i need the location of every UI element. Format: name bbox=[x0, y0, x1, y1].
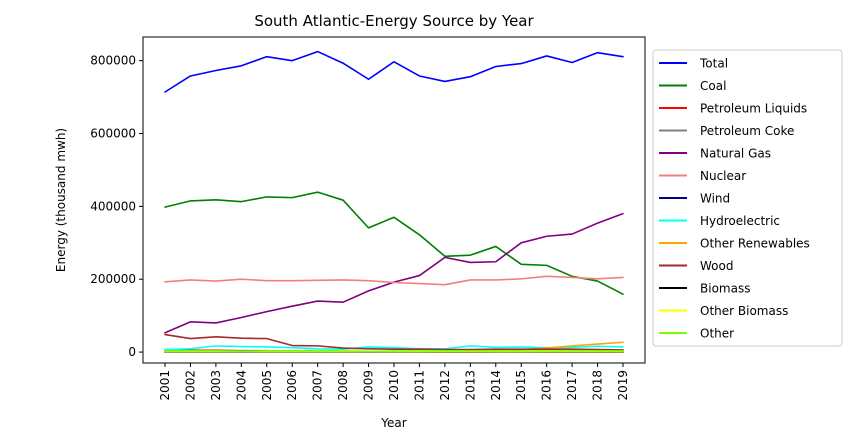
legend-box bbox=[652, 49, 843, 347]
legend-label-total: Total bbox=[699, 57, 728, 71]
x-tick-label: 2009 bbox=[362, 370, 376, 401]
series-line-coal bbox=[164, 191, 624, 295]
x-tick-label: 2016 bbox=[540, 370, 554, 401]
x-tick-label: 2001 bbox=[158, 370, 172, 401]
series-line-natural-gas bbox=[164, 212, 624, 334]
x-tick-label: 2015 bbox=[514, 370, 528, 401]
chart-title: South Atlantic-Energy Source by Year bbox=[254, 12, 534, 30]
y-tick-label: 200000 bbox=[90, 272, 136, 286]
y-tick-label: 400000 bbox=[90, 199, 136, 213]
series-line-nuclear bbox=[164, 275, 624, 286]
x-tick-label: 2008 bbox=[336, 370, 350, 401]
plot-area: 0 200000 400000 600000 800000 2001 2002 2003 200… bbox=[90, 36, 646, 401]
x-tick-label: 2013 bbox=[463, 370, 477, 401]
x-tick-label: 2003 bbox=[209, 370, 223, 401]
y-axis-label: Energy (thousand mwh) bbox=[54, 128, 68, 272]
series-line-wood bbox=[164, 333, 624, 351]
legend-label-nuclear: Nuclear bbox=[700, 169, 746, 183]
x-tick-label: 2005 bbox=[260, 370, 274, 401]
x-tick-label: 2002 bbox=[183, 370, 197, 401]
legend-label-wind: Wind bbox=[700, 192, 730, 206]
legend-label-petroleum-liquids: Petroleum Liquids bbox=[700, 102, 807, 116]
x-tick-label: 2018 bbox=[591, 370, 605, 401]
legend-label-petroleum-coke: Petroleum Coke bbox=[700, 124, 794, 138]
x-tick-label: 2007 bbox=[311, 370, 325, 401]
x-tick-label: 2012 bbox=[438, 370, 452, 401]
legend-label-other: Other bbox=[700, 327, 734, 341]
x-tick-label: 2006 bbox=[285, 370, 299, 401]
legend-label-natural-gas: Natural Gas bbox=[700, 147, 771, 161]
x-tick-label: 2004 bbox=[234, 370, 248, 401]
series-line-total bbox=[164, 50, 624, 93]
legend-label-hydroelectric: Hydroelectric bbox=[700, 214, 780, 228]
x-axis-label: Year bbox=[380, 416, 406, 430]
legend-label-biomass: Biomass bbox=[700, 282, 750, 296]
x-tick-label: 2011 bbox=[412, 370, 426, 401]
legend-label-coal: Coal bbox=[700, 79, 726, 93]
x-tick-label: 2019 bbox=[616, 370, 630, 401]
legend-label-other-renewables: Other Renewables bbox=[700, 237, 810, 251]
y-tick-label: 800000 bbox=[90, 54, 136, 68]
legend-label-wood: Wood bbox=[700, 259, 733, 273]
y-tick-label: 0 bbox=[128, 345, 136, 359]
legend: Total Coal Petroleum Liquids Petroleum Coke… bbox=[652, 49, 843, 347]
y-tick-label: 600000 bbox=[90, 127, 136, 141]
legend-label-other-biomass: Other Biomass bbox=[700, 304, 788, 318]
x-tick-label: 2017 bbox=[565, 370, 579, 401]
x-tick-label: 2010 bbox=[387, 370, 401, 401]
x-tick-label: 2014 bbox=[489, 370, 503, 401]
